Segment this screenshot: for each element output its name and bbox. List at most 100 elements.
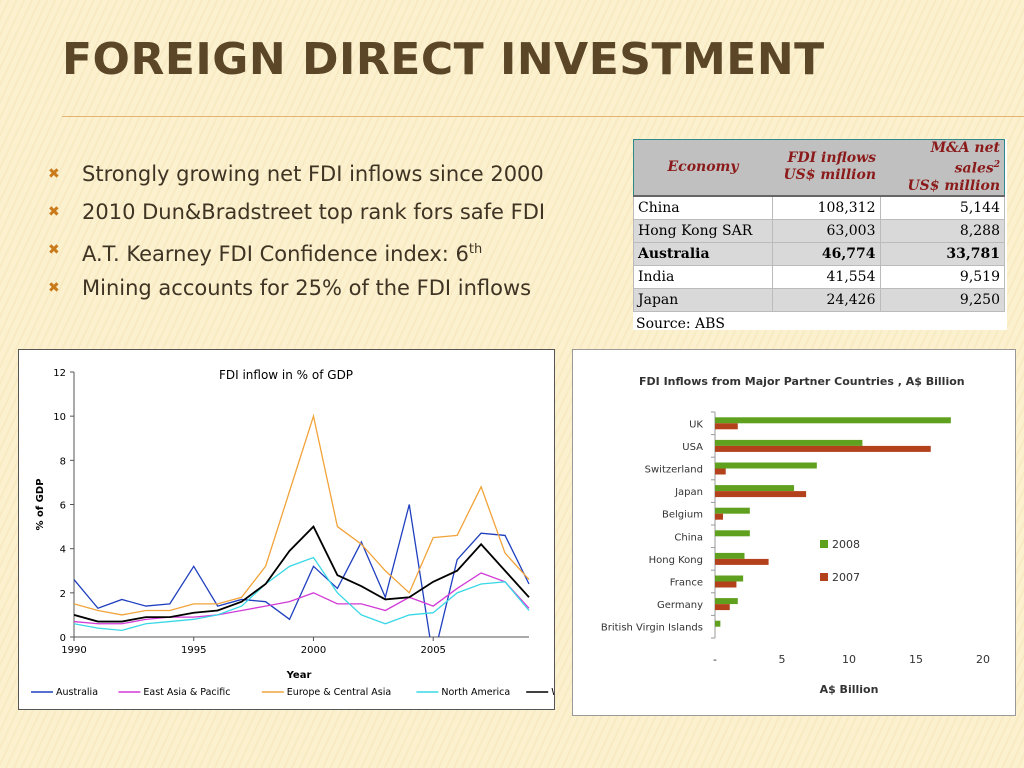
x-bullet-icon: ✖ — [48, 242, 60, 258]
series-line-world — [74, 525, 530, 623]
bullet-text: A.T. Kearney FDI Confidence index: 6 — [82, 242, 469, 266]
bullet-text: 2010 Dun&Bradstreet top rank fors safe F… — [82, 200, 546, 224]
bar-2008 — [715, 507, 750, 514]
bullet-list: ✖ Strongly growing net FDI inflows since … — [46, 156, 545, 308]
bullet-item: ✖ 2010 Dun&Bradstreet top rank fors safe … — [46, 194, 545, 232]
legend-label: East Asia & Pacific — [143, 687, 230, 698]
bar-2007 — [715, 445, 931, 452]
x-tick-label: 15 — [909, 653, 923, 666]
x-tick-label: - — [713, 653, 717, 666]
table-row: Japan 24,426 9,250 — [633, 287, 1005, 312]
x-tick-label: 10 — [842, 653, 856, 666]
category-label: Germany — [657, 600, 703, 611]
bullet-item: ✖ A.T. Kearney FDI Confidence index: 6th — [46, 232, 545, 270]
bar-2008 — [715, 530, 750, 537]
category-label: Belgium — [662, 510, 703, 521]
x-axis-title: A$ Billion — [820, 683, 879, 696]
chart-title: FDI inflow in % of GDP — [219, 368, 353, 382]
cell-ma: 33,781 — [879, 241, 1005, 266]
bar-2008 — [715, 439, 863, 446]
cell-fdi: 46,774 — [771, 241, 881, 266]
bar-2008 — [715, 620, 721, 627]
bar-2007 — [715, 604, 730, 611]
bar-2007 — [715, 581, 737, 588]
bar-2008 — [715, 485, 795, 492]
cell-ma: 8,288 — [879, 218, 1005, 243]
table-source: Source: ABS — [636, 315, 726, 332]
series-line-australia — [74, 504, 530, 637]
x-tick-label: 2005 — [420, 645, 445, 656]
x-tick-label: 2000 — [301, 645, 326, 656]
bar-chart-svg: FDI Inflows from Major Partner Countries… — [601, 375, 990, 696]
ordinal-suffix: th — [468, 242, 483, 257]
title-divider — [62, 116, 1024, 117]
y-axis-title: % of GDP — [35, 478, 46, 530]
bar-2008 — [715, 462, 817, 469]
bar-2007 — [715, 491, 807, 498]
y-tick-label: 12 — [53, 368, 66, 379]
x-tick-label: 1995 — [181, 645, 206, 656]
cell-ma: 9,519 — [879, 264, 1005, 289]
cell-economy: Japan — [633, 287, 773, 312]
bar-2007 — [715, 513, 724, 520]
cell-economy: India — [633, 264, 773, 289]
economy-table: Economy FDI inflows US$ million M&A net s… — [633, 139, 1005, 312]
legend-swatch — [820, 573, 828, 581]
cell-fdi: 41,554 — [771, 264, 881, 289]
bar-2008 — [715, 552, 745, 559]
bullet-item: ✖ Mining accounts for 25% of the FDI infl… — [46, 270, 545, 308]
legend-label: 2008 — [832, 538, 860, 551]
y-tick-label: 0 — [60, 633, 66, 644]
table-row: Hong Kong SAR 63,003 8,288 — [633, 218, 1005, 243]
legend-label: World — [551, 687, 554, 698]
legend-label: 2007 — [832, 571, 860, 584]
cell-economy: Hong Kong SAR — [633, 218, 773, 243]
chart-title: FDI Inflows from Major Partner Countries… — [639, 375, 965, 388]
x-axis-title: Year — [286, 670, 312, 681]
x-tick-label: 20 — [976, 653, 990, 666]
series-line-europe-central-asia — [74, 413, 530, 616]
x-bullet-icon: ✖ — [48, 280, 60, 296]
x-bullet-icon: ✖ — [48, 204, 60, 220]
category-label: China — [674, 532, 703, 543]
series-line-north-america — [74, 556, 530, 632]
category-label: USA — [682, 442, 703, 453]
y-tick-label: 6 — [60, 501, 66, 512]
cell-fdi: 63,003 — [771, 218, 881, 243]
legend-label: North America — [441, 687, 510, 698]
bullet-text: Strongly growing net FDI inflows since 2… — [82, 162, 544, 186]
bar-2007 — [715, 558, 769, 565]
bar-2007 — [715, 468, 726, 475]
cell-ma: 9,250 — [879, 287, 1005, 312]
cell-fdi: 108,312 — [771, 195, 881, 220]
bar-2008 — [715, 417, 951, 424]
category-label: France — [670, 578, 703, 589]
header-fdi-inflows: FDI inflows US$ million — [772, 139, 880, 197]
table-header-row: Economy FDI inflows US$ million M&A net s… — [633, 139, 1005, 197]
cell-economy: China — [633, 195, 773, 220]
legend-label: Europe & Central Asia — [287, 687, 391, 698]
fdi-table: Economy FDI inflows US$ million M&A net s… — [633, 139, 1007, 332]
line-chart-svg: FDI inflow in % of GDP 0 2 4 6 8 10 12 1990 1995 2… — [31, 368, 578, 698]
cell-economy: Australia — [633, 241, 773, 266]
y-tick-label: 4 — [60, 545, 66, 556]
series-line-east-asia-pacific — [74, 572, 530, 625]
category-label: British Virgin Islands — [601, 623, 703, 634]
category-label: Japan — [674, 487, 703, 498]
header-ma-net-sales: M&A net sales2 US$ million — [880, 139, 1005, 197]
header-economy: Economy — [633, 139, 772, 197]
table-row: China 108,312 5,144 — [633, 195, 1005, 220]
bullet-item: ✖ Strongly growing net FDI inflows since … — [46, 156, 545, 194]
x-bullet-icon: ✖ — [48, 166, 60, 182]
y-tick-label: 2 — [60, 589, 66, 600]
cell-fdi: 24,426 — [771, 287, 881, 312]
bar-2007 — [715, 423, 738, 430]
fdi-gdp-line-chart: FDI inflow in % of GDP 0 2 4 6 8 10 12 1990 1995 2… — [18, 349, 578, 710]
bullet-text: Mining accounts for 25% of the FDI inflo… — [82, 276, 532, 300]
legend-label: Australia — [56, 687, 98, 698]
table-row: Australia 46,774 33,781 — [633, 241, 1005, 266]
category-label: UK — [689, 419, 703, 430]
cell-ma: 5,144 — [879, 195, 1005, 220]
category-label: Switzerland — [645, 465, 703, 476]
partner-countries-bar-chart: FDI Inflows from Major Partner Countries… — [572, 349, 1016, 716]
